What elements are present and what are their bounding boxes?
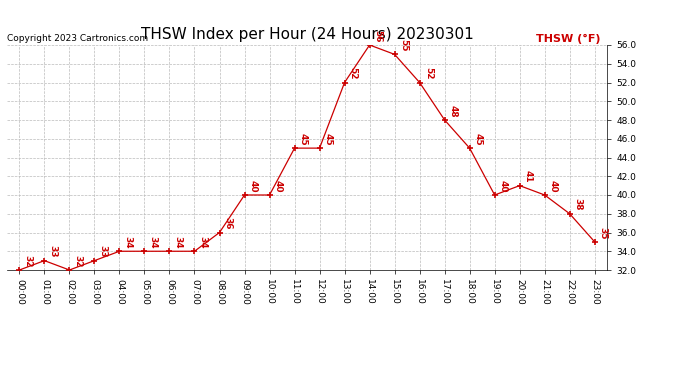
Text: Copyright 2023 Cartronics.com: Copyright 2023 Cartronics.com: [7, 34, 148, 43]
Text: 45: 45: [299, 133, 308, 146]
Text: 40: 40: [248, 180, 257, 192]
Text: 34: 34: [124, 236, 132, 249]
Text: 45: 45: [324, 133, 333, 146]
Text: 36: 36: [224, 217, 233, 230]
Text: THSW (°F): THSW (°F): [536, 34, 600, 44]
Text: 56: 56: [374, 30, 383, 42]
Title: THSW Index per Hour (24 Hours) 20230301: THSW Index per Hour (24 Hours) 20230301: [141, 27, 473, 42]
Text: 34: 34: [199, 236, 208, 249]
Text: 34: 34: [174, 236, 183, 249]
Text: 34: 34: [148, 236, 157, 249]
Text: 32: 32: [74, 255, 83, 267]
Text: 38: 38: [574, 198, 583, 211]
Text: 32: 32: [23, 255, 32, 267]
Text: 35: 35: [599, 226, 608, 239]
Text: 40: 40: [549, 180, 558, 192]
Text: 40: 40: [499, 180, 508, 192]
Text: 52: 52: [348, 67, 357, 80]
Text: 40: 40: [274, 180, 283, 192]
Text: 41: 41: [524, 170, 533, 183]
Text: 55: 55: [399, 39, 408, 52]
Text: 48: 48: [448, 105, 457, 117]
Text: 33: 33: [99, 245, 108, 258]
Text: 52: 52: [424, 67, 433, 80]
Text: 33: 33: [48, 245, 57, 258]
Text: 45: 45: [474, 133, 483, 146]
